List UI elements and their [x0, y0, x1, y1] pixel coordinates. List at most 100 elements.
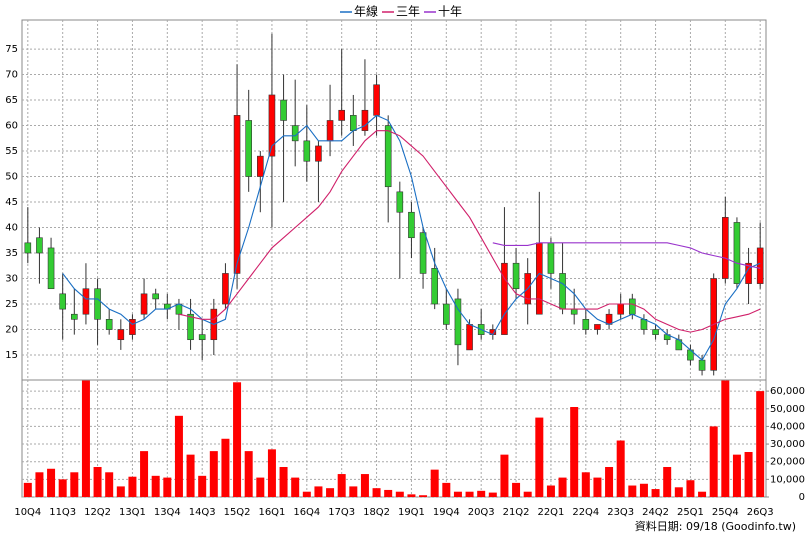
- candle-body: [536, 242, 543, 315]
- volume-bar: [546, 485, 555, 497]
- candle-body: [291, 125, 299, 142]
- y-tick-label: 50: [5, 172, 18, 183]
- candle-body: [396, 191, 404, 213]
- x-tick-label: 25Q1: [677, 507, 704, 518]
- volume-tick-label: 40,000: [770, 421, 805, 432]
- volume-bar: [756, 391, 765, 497]
- x-tick-label: 17Q3: [328, 507, 355, 518]
- volume-bar: [35, 472, 44, 497]
- volume-bar: [523, 491, 532, 497]
- volume-bar: [58, 479, 67, 497]
- volume-bar: [47, 468, 56, 497]
- x-tick-label: 13Q1: [119, 507, 146, 518]
- candle-body: [559, 273, 566, 310]
- y-tick-label: 35: [5, 248, 18, 259]
- candle-body: [268, 94, 276, 157]
- volume-bar: [465, 491, 474, 497]
- x-tick-label: 21Q2: [503, 507, 530, 518]
- candle-body: [94, 288, 101, 320]
- volume-bar: [384, 489, 393, 497]
- candle-body: [652, 329, 659, 335]
- volume-bar: [140, 451, 149, 497]
- x-tick-label: 19Q1: [398, 507, 425, 518]
- candle-body: [466, 324, 473, 351]
- candle-body: [512, 262, 520, 290]
- volume-bar: [593, 477, 602, 497]
- x-tick-label: 20Q3: [468, 507, 495, 518]
- candle-body: [431, 268, 438, 305]
- x-tick-label: 16Q4: [293, 507, 320, 518]
- x-tick-label: 25Q4: [712, 507, 739, 518]
- volume-bar: [186, 454, 195, 497]
- y-tick-label: 75: [5, 44, 18, 55]
- volume-bar: [674, 487, 683, 497]
- candle-body: [36, 237, 43, 254]
- x-tick-label: 24Q2: [642, 507, 669, 518]
- candle-body: [140, 293, 148, 315]
- candle-body: [175, 303, 183, 315]
- volume-tick-label: 10,000: [770, 474, 805, 485]
- y-tick-label: 30: [5, 274, 18, 285]
- volume-bar: [360, 474, 369, 497]
- x-tick-label: 22Q1: [537, 507, 564, 518]
- x-tick-label: 13Q4: [154, 507, 181, 518]
- candle-body: [47, 247, 55, 290]
- x-tick-label: 19Q4: [433, 507, 460, 518]
- candle-body: [117, 329, 125, 341]
- volume-bar: [279, 467, 288, 497]
- candle-body: [187, 313, 194, 341]
- y-tick-label: 60: [5, 121, 18, 132]
- candle-body: [303, 140, 311, 162]
- volume-bar: [267, 449, 276, 497]
- candle-body: [152, 293, 159, 300]
- volume-bar: [477, 490, 486, 497]
- volume-bar: [163, 477, 172, 497]
- candle-body: [222, 273, 229, 305]
- candle-body: [756, 247, 764, 284]
- volume-bar: [105, 472, 114, 497]
- candle-body: [245, 120, 252, 177]
- volume-bar: [442, 482, 451, 497]
- volume-bar: [314, 486, 323, 497]
- volume-tick-label: 60,000: [770, 386, 805, 397]
- candle-body: [501, 262, 508, 335]
- volume-bar: [93, 467, 102, 497]
- candle-body: [698, 359, 706, 371]
- volume-bar: [698, 491, 707, 497]
- volume-tick-label: 30,000: [770, 439, 805, 450]
- volume-bar: [512, 482, 521, 497]
- x-tick-label: 11Q3: [49, 507, 76, 518]
- volume-bar: [116, 486, 125, 497]
- candle-body: [617, 303, 624, 315]
- volume-bar: [349, 486, 358, 497]
- candle-body: [722, 217, 729, 279]
- volume-bar: [221, 438, 230, 497]
- x-tick-label: 18Q2: [363, 507, 390, 518]
- volume-bar: [651, 489, 660, 497]
- y-tick-label: 55: [5, 146, 18, 157]
- volume-bar: [337, 474, 346, 497]
- x-tick-label: 22Q4: [572, 507, 599, 518]
- legend-label: 年線: [354, 4, 378, 19]
- y-tick-label: 15: [5, 350, 18, 361]
- volume-bar: [233, 382, 242, 497]
- x-tick-label: 12Q2: [84, 507, 111, 518]
- volume-bar: [174, 415, 183, 497]
- volume-tick-label: 50,000: [770, 404, 805, 415]
- candle-body: [233, 115, 241, 274]
- volume-bar: [605, 467, 614, 497]
- volume-tick-label: 0: [799, 492, 805, 503]
- candle-body: [443, 303, 450, 325]
- volume-bar: [639, 483, 648, 497]
- candle-body: [326, 120, 334, 142]
- candle-body: [129, 319, 136, 335]
- volume-bar: [419, 495, 428, 497]
- y-tick-label: 25: [5, 299, 18, 310]
- volume-bar: [616, 440, 625, 497]
- x-tick-label: 15Q2: [224, 507, 251, 518]
- volume-bar: [570, 407, 579, 497]
- volume-bar: [395, 491, 404, 497]
- ma-line: [178, 130, 761, 333]
